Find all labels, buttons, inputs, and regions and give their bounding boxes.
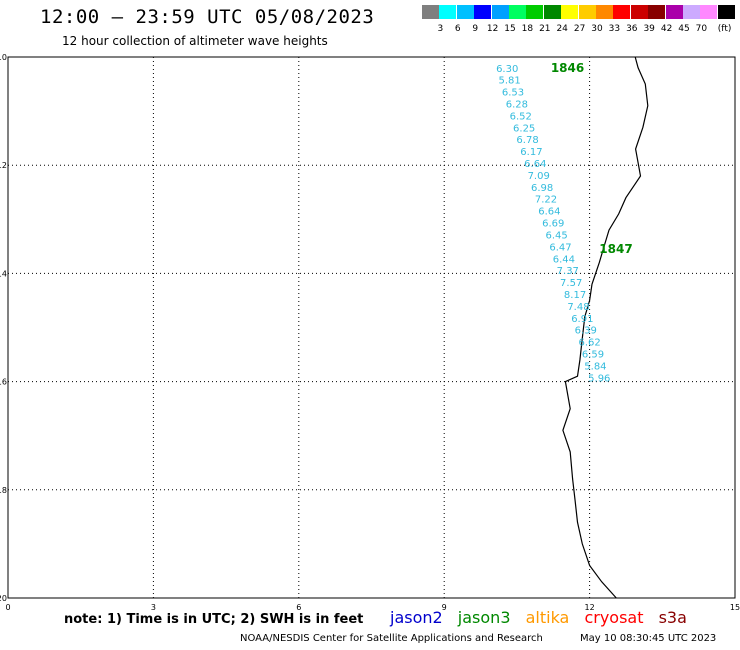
wave-height-value: 6.78 bbox=[516, 135, 538, 146]
credit-text: NOAA/NESDIS Center for Satellite Applica… bbox=[240, 633, 543, 644]
scale-label: 39 bbox=[643, 24, 655, 34]
wave-height-value: 6.47 bbox=[549, 242, 571, 253]
scale-swatch bbox=[509, 5, 526, 19]
scale-swatch bbox=[543, 5, 561, 19]
footnote: note: 1) Time is in UTC; 2) SWH is in fe… bbox=[64, 612, 364, 627]
scale-swatch bbox=[439, 5, 457, 19]
scale-swatch bbox=[491, 5, 509, 19]
scale-swatch bbox=[717, 5, 735, 19]
wave-height-value: 7.37 bbox=[557, 266, 579, 277]
wave-height-value: 6.45 bbox=[546, 230, 568, 241]
wave-height-value: 7.09 bbox=[528, 171, 550, 182]
wave-height-value: 6.28 bbox=[506, 100, 528, 111]
x-tick-label: 3 bbox=[151, 603, 156, 612]
wave-height-value: 6.39 bbox=[575, 326, 597, 337]
x-tick-label: 9 bbox=[442, 603, 447, 612]
scale-swatch bbox=[613, 5, 631, 19]
scale-swatch bbox=[665, 5, 683, 19]
scale-swatch bbox=[422, 5, 439, 19]
wave-height-value: 8.17 bbox=[564, 290, 586, 301]
wave-height-value: 6.44 bbox=[553, 254, 575, 265]
scale-unit: (ft) bbox=[717, 24, 732, 34]
scale-label: 9 bbox=[472, 24, 479, 34]
wave-height-value: 6.30 bbox=[496, 64, 518, 75]
wave-height-value: 6.59 bbox=[582, 349, 604, 360]
x-tick-label: 0 bbox=[5, 603, 10, 612]
wave-height-value: 6.69 bbox=[542, 219, 564, 230]
wave-height-value: 6.53 bbox=[502, 88, 524, 99]
scale-swatch bbox=[578, 5, 596, 19]
wave-height-value: 7.22 bbox=[535, 195, 557, 206]
wave-height-value: 6.52 bbox=[510, 111, 532, 122]
sat-legend-jason3: jason3 bbox=[457, 608, 511, 627]
scale-label: 33 bbox=[608, 24, 621, 34]
wave-height-value: 6.25 bbox=[513, 123, 535, 134]
sat-legend-cryosat: cryosat bbox=[584, 608, 644, 627]
wave-height-value: 7.48 bbox=[567, 302, 589, 313]
scale-swatch bbox=[683, 5, 700, 19]
time-label: 1847 bbox=[599, 242, 632, 256]
scale-label: 24 bbox=[556, 24, 568, 34]
sat-legend-s3a: s3a bbox=[658, 608, 687, 627]
scale-swatch bbox=[596, 5, 613, 19]
wave-height-value: 5.81 bbox=[498, 76, 520, 87]
scale-label: 27 bbox=[573, 24, 586, 34]
time-label: 1846 bbox=[551, 61, 584, 75]
scale-label: 12 bbox=[486, 24, 499, 34]
wave-height-value: 5.84 bbox=[584, 361, 606, 372]
scale-swatch bbox=[456, 5, 474, 19]
map-subtitle: 12 hour collection of altimeter wave hei… bbox=[62, 34, 328, 48]
scale-swatch bbox=[630, 5, 648, 19]
scale-swatch bbox=[474, 5, 492, 19]
scale-label: 70 bbox=[695, 24, 708, 34]
y-tick-label: -18 bbox=[0, 486, 7, 495]
scale-label: 18 bbox=[521, 24, 534, 34]
x-tick-label: 15 bbox=[730, 603, 740, 612]
y-tick-label: -20 bbox=[0, 594, 7, 603]
x-tick-label: 12 bbox=[585, 603, 595, 612]
y-tick-label: -10 bbox=[0, 53, 7, 62]
scale-label: 45 bbox=[678, 24, 690, 34]
wave-height-value: 7.57 bbox=[560, 278, 582, 289]
wave-height-value: 6.64 bbox=[538, 207, 560, 218]
scale-label: 21 bbox=[539, 24, 551, 34]
wave-height-value: 6.17 bbox=[520, 147, 542, 158]
wave-height-value: 6.91 bbox=[571, 314, 593, 325]
y-tick-label: -12 bbox=[0, 161, 7, 170]
sat-legend-altika: altika bbox=[525, 608, 570, 627]
scale-label: 3 bbox=[437, 24, 444, 34]
wave-height-value: 6.62 bbox=[578, 338, 600, 349]
y-tick-label: -16 bbox=[0, 378, 7, 387]
scale-label: 36 bbox=[626, 24, 638, 34]
map-frame bbox=[7, 56, 736, 599]
scale-swatch bbox=[648, 5, 666, 19]
wave-height-value: 6.98 bbox=[531, 183, 553, 194]
scale-label: 42 bbox=[660, 24, 673, 34]
satellite-legend: jason2 jason3 altika cryosat s3a bbox=[390, 608, 697, 627]
scale-label: 15 bbox=[504, 24, 516, 34]
y-tick-label: -14 bbox=[0, 269, 7, 278]
scale-swatch bbox=[700, 5, 718, 19]
scale-swatch bbox=[561, 5, 579, 19]
timestamp-text: May 10 08:30:45 UTC 2023 bbox=[580, 633, 717, 644]
wave-height-value: 5.96 bbox=[588, 373, 610, 384]
scale-label: 6 bbox=[454, 24, 461, 34]
map-title: 12:00 – 23:59 UTC 05/08/2023 bbox=[40, 6, 375, 28]
sat-legend-jason2: jason2 bbox=[390, 608, 443, 627]
scale-swatch bbox=[526, 5, 544, 19]
wave-height-value: 6.64 bbox=[524, 159, 546, 170]
x-tick-label: 6 bbox=[296, 603, 301, 612]
coastline bbox=[562, 56, 649, 599]
scale-label: 30 bbox=[591, 24, 603, 34]
